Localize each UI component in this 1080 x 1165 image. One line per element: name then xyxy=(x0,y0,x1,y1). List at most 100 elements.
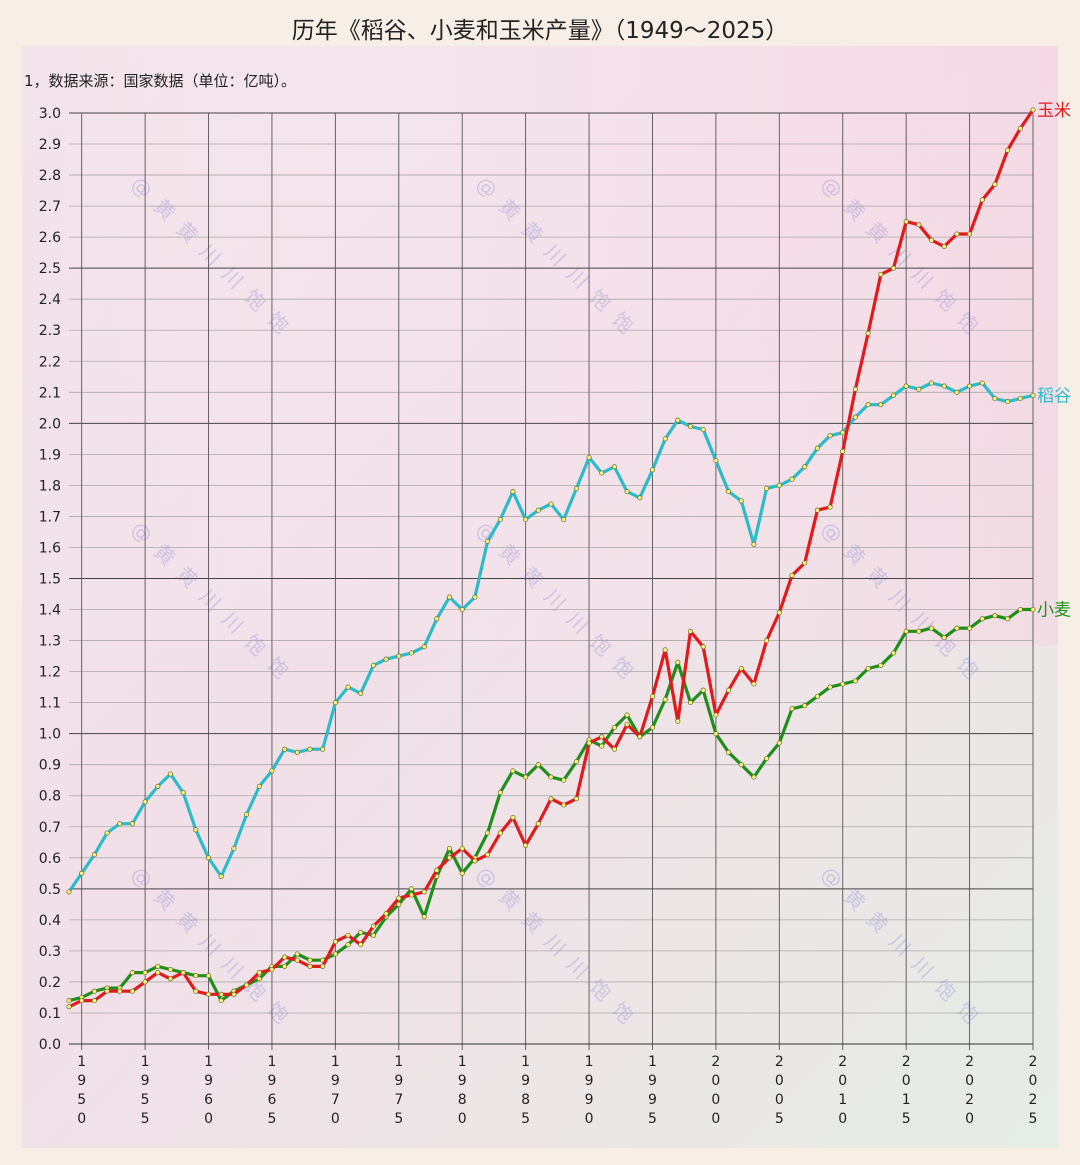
data-point xyxy=(941,383,947,389)
series-group xyxy=(66,107,1036,1010)
data-point xyxy=(358,690,364,696)
data-point xyxy=(599,743,605,749)
data-point xyxy=(66,889,72,895)
data-point xyxy=(79,998,85,1004)
data-point xyxy=(992,181,998,187)
data-point xyxy=(751,774,757,780)
data-point xyxy=(928,380,935,386)
data-point xyxy=(332,939,338,945)
y-tick-label: 1.1 xyxy=(39,696,61,712)
data-point xyxy=(421,644,427,650)
data-point xyxy=(637,495,643,501)
y-tick-label: 1.4 xyxy=(39,603,61,619)
data-point xyxy=(167,966,174,973)
series-label: 玉米 xyxy=(1037,101,1071,121)
data-point xyxy=(928,625,935,631)
data-point xyxy=(992,613,998,619)
data-point xyxy=(967,625,973,631)
data-point xyxy=(282,746,288,752)
data-point xyxy=(523,842,529,848)
data-point xyxy=(840,681,846,687)
data-point xyxy=(903,219,909,225)
data-point xyxy=(129,970,135,976)
data-point xyxy=(307,746,313,752)
data-point xyxy=(890,392,897,398)
data-point xyxy=(497,516,503,523)
data-point xyxy=(687,628,694,634)
data-point xyxy=(408,650,415,656)
data-point xyxy=(523,774,529,780)
y-tick-label: 0.9 xyxy=(39,758,61,774)
y-tick-label: 1.3 xyxy=(39,634,61,650)
data-point xyxy=(142,979,148,985)
data-point xyxy=(878,402,884,408)
data-point xyxy=(916,386,922,392)
data-point xyxy=(294,951,300,957)
data-point xyxy=(890,265,897,271)
data-point xyxy=(167,976,174,982)
data-point xyxy=(104,988,110,994)
data-point xyxy=(396,895,402,901)
data-point xyxy=(193,827,199,833)
data-point xyxy=(865,402,871,408)
data-point xyxy=(967,231,973,237)
data-point xyxy=(979,616,985,622)
data-point xyxy=(941,243,947,249)
data-point xyxy=(294,749,300,755)
data-point xyxy=(890,650,897,656)
data-point xyxy=(66,1004,72,1010)
data-point xyxy=(459,870,465,876)
y-axis-ticks: 0.0 0.1 0.2 0.3 0.4 0.5 0.6 0.7 0.8 0.9 1.0 1.1 1.2 1… xyxy=(39,106,61,1053)
data-point xyxy=(789,572,795,578)
data-point xyxy=(840,430,846,436)
data-point xyxy=(954,231,960,237)
data-point xyxy=(117,988,123,994)
data-point xyxy=(675,718,681,724)
data-point xyxy=(205,973,212,979)
data-point xyxy=(764,638,770,644)
data-point xyxy=(193,973,199,979)
data-point xyxy=(231,991,237,997)
data-point xyxy=(218,991,224,997)
data-point xyxy=(751,681,757,687)
data-point xyxy=(497,790,503,796)
data-point xyxy=(916,628,922,634)
data-point xyxy=(662,696,668,703)
data-point xyxy=(307,963,313,969)
series-label: 稻谷 xyxy=(1037,386,1071,406)
y-tick-label: 2.1 xyxy=(39,385,61,401)
data-point xyxy=(852,414,858,420)
data-point xyxy=(332,700,338,706)
data-point xyxy=(611,464,617,470)
data-point xyxy=(282,963,288,969)
data-point xyxy=(155,970,161,976)
data-point xyxy=(307,957,313,963)
data-point xyxy=(713,731,719,737)
data-point xyxy=(396,901,402,907)
data-point xyxy=(1005,399,1011,405)
data-point xyxy=(954,389,960,395)
series-label: 小麦 xyxy=(1037,601,1071,621)
data-point xyxy=(91,852,97,858)
x-axis-ticks: 1 9 5 0 1 9 5 5 1 9 6 0 1 9 6 5 1 9 7 0 1 9 7 5 1 9 8 0 1 9 8 5 1 9 9 0 1 9 9 5… xyxy=(77,1054,1037,1127)
data-point xyxy=(370,932,376,938)
data-point xyxy=(713,712,719,718)
data-point xyxy=(916,222,922,228)
y-tick-label: 2.3 xyxy=(39,323,61,339)
data-point xyxy=(624,721,630,727)
y-tick-label: 2.8 xyxy=(39,168,61,184)
data-point xyxy=(738,498,744,504)
data-point xyxy=(992,395,998,402)
data-point xyxy=(751,541,757,547)
plot-background-tint xyxy=(22,46,1058,646)
source-note: 1，数据来源：国家数据（单位：亿吨）。 xyxy=(24,72,296,90)
data-point xyxy=(599,734,605,740)
y-tick-label: 1.7 xyxy=(39,509,61,525)
data-point xyxy=(726,489,732,495)
data-point xyxy=(193,988,199,994)
data-point xyxy=(421,889,427,895)
data-point xyxy=(332,951,338,957)
